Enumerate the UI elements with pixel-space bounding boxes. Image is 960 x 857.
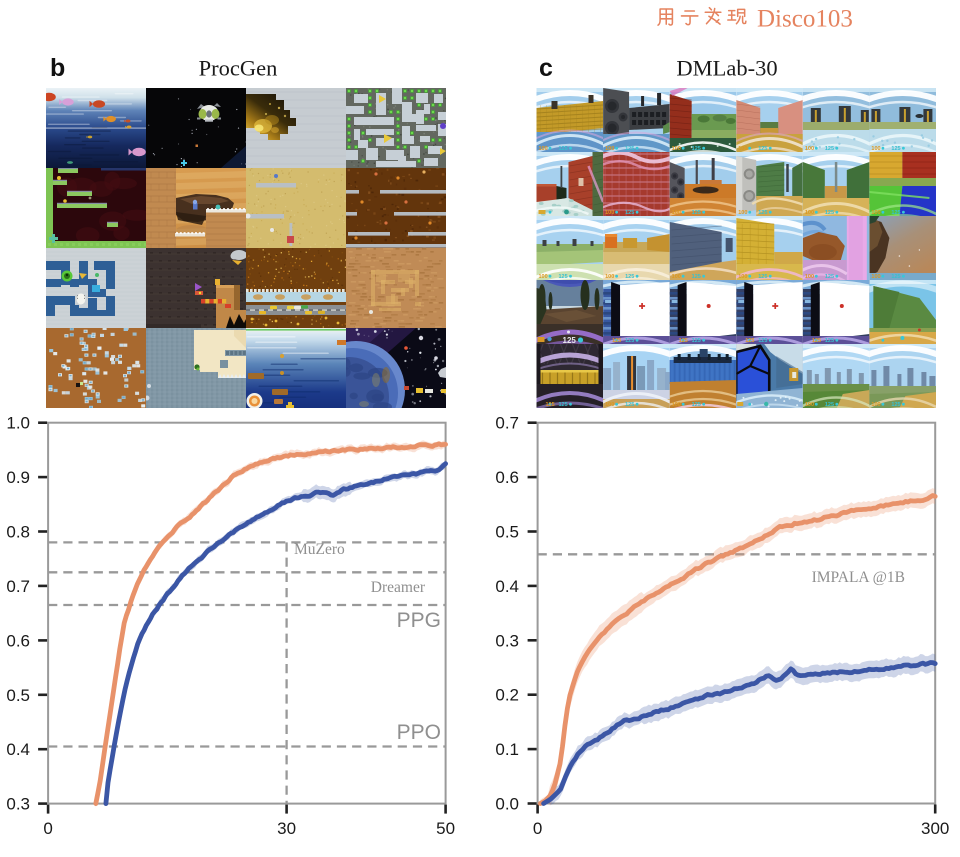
svg-text:125: 125 [692, 402, 701, 408]
svg-text:125: 125 [546, 402, 555, 408]
svg-text:125: 125 [891, 402, 900, 408]
svg-text:100: 100 [672, 146, 681, 152]
svg-text:125: 125 [625, 338, 634, 344]
svg-text:100: 100 [805, 402, 814, 408]
svg-text:125: 125 [559, 146, 568, 152]
svg-text:50: 50 [436, 819, 455, 838]
svg-text:125: 125 [745, 338, 754, 344]
svg-text:125: 125 [825, 402, 834, 408]
svg-text:125: 125 [758, 274, 767, 280]
svg-text:125: 125 [559, 402, 568, 408]
svg-text:125: 125 [692, 274, 701, 280]
svg-text:0.8: 0.8 [6, 523, 30, 542]
svg-text:100: 100 [605, 402, 614, 408]
svg-text:100: 100 [738, 274, 747, 280]
svg-text:MuZero: MuZero [294, 541, 345, 558]
svg-text:125: 125 [758, 210, 767, 216]
svg-text:PPO: PPO [397, 721, 441, 744]
svg-text:125: 125 [812, 338, 821, 344]
svg-text:0.5: 0.5 [495, 523, 519, 542]
svg-text:c: c [539, 54, 553, 82]
svg-text:125: 125 [825, 338, 834, 344]
svg-text:0.3: 0.3 [495, 631, 519, 650]
svg-text:100: 100 [871, 210, 880, 216]
svg-text:0.7: 0.7 [6, 577, 30, 596]
svg-text:125: 125 [625, 146, 634, 152]
svg-text:0.6: 0.6 [6, 631, 30, 650]
svg-text:125: 125 [692, 146, 701, 152]
svg-text:125: 125 [559, 274, 568, 280]
svg-text:100: 100 [805, 210, 814, 216]
svg-text:30: 30 [277, 819, 296, 838]
svg-text:0.7: 0.7 [495, 414, 519, 433]
svg-text:100: 100 [871, 146, 880, 152]
svg-text:125: 125 [625, 210, 634, 216]
svg-text:125: 125 [758, 338, 767, 344]
svg-text:100: 100 [738, 210, 747, 216]
svg-text:Dreamer: Dreamer [371, 579, 426, 596]
svg-text:0.0: 0.0 [495, 795, 519, 814]
svg-text:125: 125 [625, 402, 634, 408]
svg-text:300: 300 [921, 819, 949, 838]
svg-text:125: 125 [692, 210, 701, 216]
svg-text:0.5: 0.5 [6, 686, 30, 705]
svg-text:125: 125 [563, 336, 577, 345]
svg-text:100: 100 [539, 274, 548, 280]
svg-text:125: 125 [612, 338, 621, 344]
svg-text:125: 125 [825, 210, 834, 216]
svg-text:100: 100 [805, 274, 814, 280]
svg-text:0.9: 0.9 [6, 468, 30, 487]
svg-text:125: 125 [692, 338, 701, 344]
svg-text:IMPALA @1B: IMPALA @1B [812, 569, 905, 586]
svg-text:100: 100 [871, 274, 880, 280]
svg-text:DMLab-30: DMLab-30 [676, 56, 777, 81]
svg-text:125: 125 [679, 338, 688, 344]
svg-text:0.4: 0.4 [495, 577, 519, 596]
svg-text:0.4: 0.4 [6, 740, 30, 759]
svg-text:100: 100 [738, 146, 747, 152]
svg-text:100: 100 [871, 402, 880, 408]
svg-text:100: 100 [672, 274, 681, 280]
svg-text:125: 125 [891, 274, 900, 280]
svg-text:b: b [50, 54, 65, 82]
svg-text:125: 125 [891, 146, 900, 152]
svg-text:100: 100 [672, 402, 681, 408]
svg-text:125: 125 [891, 210, 900, 216]
svg-text:0: 0 [43, 819, 52, 838]
svg-text:ProcGen: ProcGen [199, 56, 278, 81]
svg-text:100: 100 [605, 210, 614, 216]
svg-text:0.2: 0.2 [495, 686, 519, 705]
svg-text:125: 125 [825, 146, 834, 152]
svg-text:0.1: 0.1 [495, 740, 519, 759]
svg-text:0.6: 0.6 [495, 468, 519, 487]
svg-text:0: 0 [533, 819, 542, 838]
svg-text:1.0: 1.0 [6, 414, 30, 433]
svg-text:100: 100 [605, 146, 614, 152]
svg-text:100: 100 [605, 274, 614, 280]
svg-text:100: 100 [805, 146, 814, 152]
svg-text:0.3: 0.3 [6, 795, 30, 814]
svg-text:125: 125 [758, 146, 767, 152]
svg-text:125: 125 [825, 274, 834, 280]
svg-text:125: 125 [625, 274, 634, 280]
svg-text:Disco103: Disco103 [757, 6, 853, 33]
svg-text:PPG: PPG [397, 609, 441, 632]
svg-text:100: 100 [539, 146, 548, 152]
svg-text:100: 100 [672, 210, 681, 216]
